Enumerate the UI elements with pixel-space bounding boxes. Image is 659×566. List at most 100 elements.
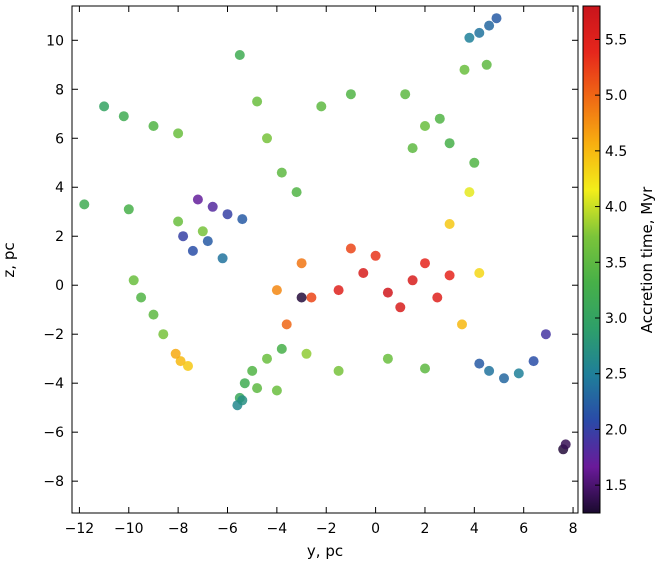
data-point (345, 89, 356, 100)
data-point (187, 245, 198, 256)
x-tick-label: −10 (114, 521, 144, 537)
data-point (234, 50, 245, 60)
data-point (301, 348, 312, 359)
data-point (513, 368, 524, 379)
data-point (276, 167, 287, 178)
data-point (481, 59, 492, 70)
data-point (222, 209, 233, 220)
data-point (128, 275, 139, 286)
data-point (432, 292, 443, 303)
data-point (382, 287, 393, 298)
data-point (382, 353, 393, 364)
data-point (540, 329, 551, 340)
data-point (252, 383, 263, 394)
x-tick-label: −8 (168, 521, 189, 537)
colorbar-tick-label: 3.0 (605, 311, 627, 327)
data-point (444, 138, 455, 149)
y-tick-label: 10 (46, 33, 64, 49)
colorbar (582, 5, 601, 514)
data-point (99, 101, 110, 112)
data-point (276, 343, 287, 354)
data-point (407, 275, 418, 286)
data-point (136, 292, 147, 303)
data-point (345, 243, 356, 254)
data-point (262, 353, 272, 364)
data-point (484, 365, 495, 376)
colorbar-tick-label: 5.5 (605, 32, 627, 48)
data-point (528, 356, 539, 367)
data-point (183, 361, 193, 371)
data-point (333, 365, 344, 376)
data-point (358, 268, 369, 278)
x-tick-label: −6 (217, 521, 238, 537)
data-point (464, 187, 475, 198)
data-point (207, 201, 218, 212)
colorbar-tick-label: 4.0 (605, 200, 627, 216)
data-point (484, 20, 495, 31)
data-point (434, 113, 445, 124)
x-tick-label: 8 (569, 521, 578, 537)
y-tick-label: 4 (55, 180, 64, 196)
data-point (237, 395, 248, 406)
data-point (333, 285, 344, 296)
y-tick-label: −2 (43, 327, 64, 343)
data-point (123, 204, 134, 215)
data-point (197, 226, 208, 237)
plot-area (79, 13, 571, 455)
data-point (499, 373, 509, 384)
data-point (560, 439, 571, 450)
data-point (239, 378, 250, 389)
y-tick-label: −6 (43, 425, 64, 441)
data-point (444, 270, 455, 281)
data-point (173, 216, 184, 227)
y-tick-label: −8 (43, 474, 64, 490)
data-point (158, 329, 169, 340)
plot-frame (71, 5, 579, 514)
y-tick-label: 0 (55, 278, 64, 294)
data-point (262, 133, 272, 144)
y-tick-label: 6 (55, 131, 64, 147)
y-axis-ticks: −8 −6 −4 −2 0 2 4 6 8 10 (43, 33, 578, 490)
data-point (459, 64, 470, 75)
data-point (247, 365, 258, 376)
x-tick-label: −4 (267, 521, 288, 537)
data-point (420, 121, 430, 131)
data-point (217, 253, 228, 264)
data-point (252, 96, 263, 107)
data-point (148, 121, 159, 131)
data-point (400, 89, 411, 100)
data-point (271, 285, 282, 296)
data-point (281, 319, 292, 330)
x-tick-label: 2 (421, 521, 430, 537)
x-tick-label: −12 (65, 521, 95, 537)
colorbar-tick-label: 2.5 (605, 367, 627, 383)
data-point (474, 27, 485, 38)
x-tick-label: −2 (316, 521, 337, 537)
colorbar-tick-label: 2.0 (605, 422, 627, 438)
colorbar-tick-label: 4.5 (605, 144, 627, 160)
data-point (296, 258, 307, 269)
data-point (474, 358, 485, 369)
data-point (202, 236, 213, 247)
y-tick-label: 8 (55, 82, 64, 98)
data-point (370, 250, 381, 261)
data-point (464, 32, 475, 43)
data-point (148, 309, 159, 320)
data-point (271, 385, 282, 396)
x-tick-label: 4 (470, 521, 479, 537)
data-point (175, 356, 186, 367)
data-point (173, 128, 184, 139)
x-axis-label: y, pc (307, 542, 343, 560)
data-point (395, 302, 406, 313)
y-axis-label: z, pc (0, 242, 18, 277)
colorbar-tick-label: 5.0 (605, 88, 627, 104)
data-point (457, 319, 467, 330)
y-tick-label: −4 (43, 376, 64, 392)
y-tick-label: 2 (55, 229, 64, 245)
data-point (192, 194, 203, 205)
data-point (170, 348, 181, 359)
data-point (296, 292, 307, 303)
data-point (118, 111, 129, 122)
data-point (444, 219, 455, 229)
